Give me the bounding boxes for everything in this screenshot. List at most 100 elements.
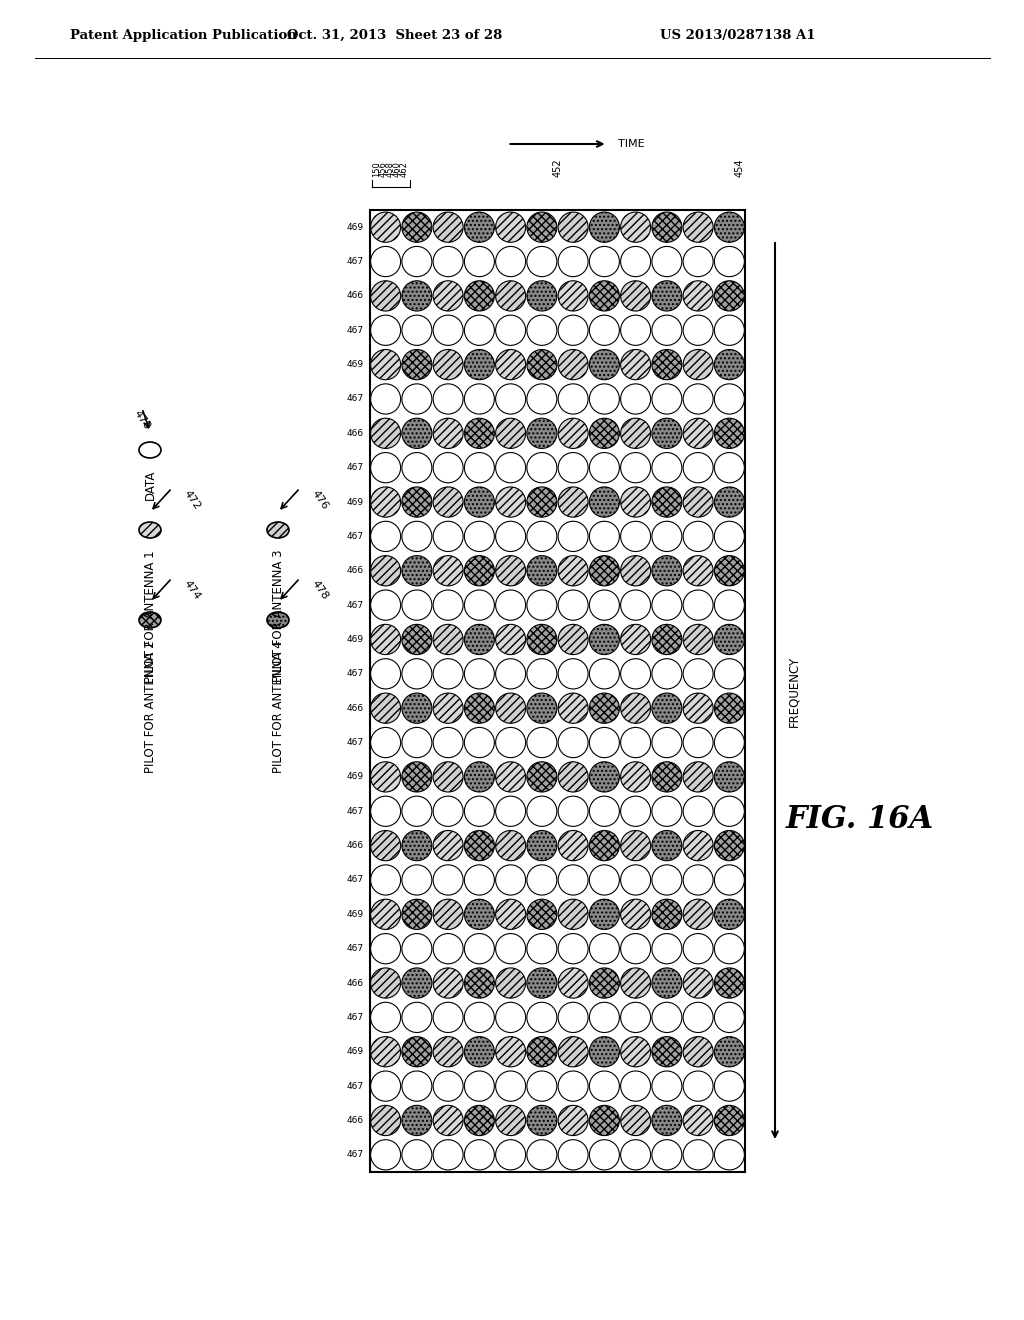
- Ellipse shape: [527, 418, 557, 449]
- Ellipse shape: [527, 1071, 557, 1101]
- Ellipse shape: [371, 899, 400, 929]
- Ellipse shape: [267, 612, 289, 628]
- Ellipse shape: [652, 727, 682, 758]
- Ellipse shape: [715, 796, 744, 826]
- Ellipse shape: [401, 830, 432, 861]
- Ellipse shape: [590, 418, 620, 449]
- Ellipse shape: [621, 796, 650, 826]
- Ellipse shape: [621, 693, 650, 723]
- Ellipse shape: [683, 521, 713, 552]
- Text: 150: 150: [372, 161, 381, 177]
- Ellipse shape: [527, 213, 557, 243]
- Ellipse shape: [715, 865, 744, 895]
- Ellipse shape: [652, 281, 682, 312]
- Ellipse shape: [464, 762, 495, 792]
- Ellipse shape: [558, 315, 588, 346]
- Ellipse shape: [590, 487, 620, 517]
- Ellipse shape: [464, 899, 495, 929]
- Text: 467: 467: [347, 807, 364, 816]
- Ellipse shape: [590, 933, 620, 964]
- Ellipse shape: [652, 933, 682, 964]
- Text: 467: 467: [347, 1081, 364, 1090]
- Ellipse shape: [371, 213, 400, 243]
- Text: 460: 460: [393, 161, 402, 177]
- Text: US 2013/0287138 A1: US 2013/0287138 A1: [660, 29, 815, 41]
- Ellipse shape: [527, 384, 557, 414]
- Ellipse shape: [464, 590, 495, 620]
- Ellipse shape: [715, 659, 744, 689]
- Ellipse shape: [683, 350, 713, 380]
- Ellipse shape: [652, 659, 682, 689]
- Ellipse shape: [433, 350, 463, 380]
- Ellipse shape: [558, 487, 588, 517]
- Ellipse shape: [652, 899, 682, 929]
- Ellipse shape: [558, 384, 588, 414]
- Ellipse shape: [558, 1105, 588, 1135]
- Ellipse shape: [683, 624, 713, 655]
- Ellipse shape: [371, 521, 400, 552]
- Ellipse shape: [683, 1002, 713, 1032]
- Ellipse shape: [715, 1071, 744, 1101]
- Ellipse shape: [496, 350, 525, 380]
- Ellipse shape: [527, 315, 557, 346]
- Ellipse shape: [496, 281, 525, 312]
- Text: 469: 469: [347, 223, 364, 232]
- Ellipse shape: [652, 693, 682, 723]
- Ellipse shape: [683, 933, 713, 964]
- Ellipse shape: [496, 899, 525, 929]
- Ellipse shape: [590, 453, 620, 483]
- Ellipse shape: [464, 213, 495, 243]
- Ellipse shape: [558, 453, 588, 483]
- Ellipse shape: [558, 762, 588, 792]
- Ellipse shape: [464, 453, 495, 483]
- Ellipse shape: [558, 968, 588, 998]
- Ellipse shape: [558, 1036, 588, 1067]
- Ellipse shape: [527, 556, 557, 586]
- Text: PILOT FOR ANTENNA 2: PILOT FOR ANTENNA 2: [143, 640, 157, 772]
- Ellipse shape: [527, 1105, 557, 1135]
- Ellipse shape: [433, 556, 463, 586]
- Ellipse shape: [558, 933, 588, 964]
- Ellipse shape: [621, 1105, 650, 1135]
- Ellipse shape: [715, 281, 744, 312]
- Ellipse shape: [371, 693, 400, 723]
- Ellipse shape: [558, 213, 588, 243]
- Ellipse shape: [433, 1036, 463, 1067]
- Ellipse shape: [496, 521, 525, 552]
- Ellipse shape: [558, 247, 588, 277]
- Ellipse shape: [401, 693, 432, 723]
- Text: 467: 467: [347, 669, 364, 678]
- Ellipse shape: [433, 281, 463, 312]
- Ellipse shape: [590, 659, 620, 689]
- Text: 469: 469: [347, 1047, 364, 1056]
- Ellipse shape: [496, 418, 525, 449]
- Ellipse shape: [621, 933, 650, 964]
- Ellipse shape: [558, 727, 588, 758]
- Ellipse shape: [401, 556, 432, 586]
- Ellipse shape: [683, 453, 713, 483]
- Ellipse shape: [433, 213, 463, 243]
- Ellipse shape: [464, 281, 495, 312]
- Ellipse shape: [371, 762, 400, 792]
- Ellipse shape: [433, 727, 463, 758]
- Text: 454: 454: [735, 158, 745, 177]
- Ellipse shape: [401, 247, 432, 277]
- Ellipse shape: [527, 590, 557, 620]
- Text: 467: 467: [347, 601, 364, 610]
- Text: 466: 466: [347, 978, 364, 987]
- Ellipse shape: [371, 659, 400, 689]
- Ellipse shape: [590, 281, 620, 312]
- Ellipse shape: [496, 693, 525, 723]
- Ellipse shape: [715, 350, 744, 380]
- Ellipse shape: [527, 968, 557, 998]
- Ellipse shape: [683, 865, 713, 895]
- Ellipse shape: [527, 933, 557, 964]
- Ellipse shape: [558, 350, 588, 380]
- Ellipse shape: [464, 796, 495, 826]
- Ellipse shape: [683, 762, 713, 792]
- Ellipse shape: [621, 865, 650, 895]
- Ellipse shape: [464, 1036, 495, 1067]
- Ellipse shape: [715, 933, 744, 964]
- Ellipse shape: [496, 315, 525, 346]
- Ellipse shape: [715, 968, 744, 998]
